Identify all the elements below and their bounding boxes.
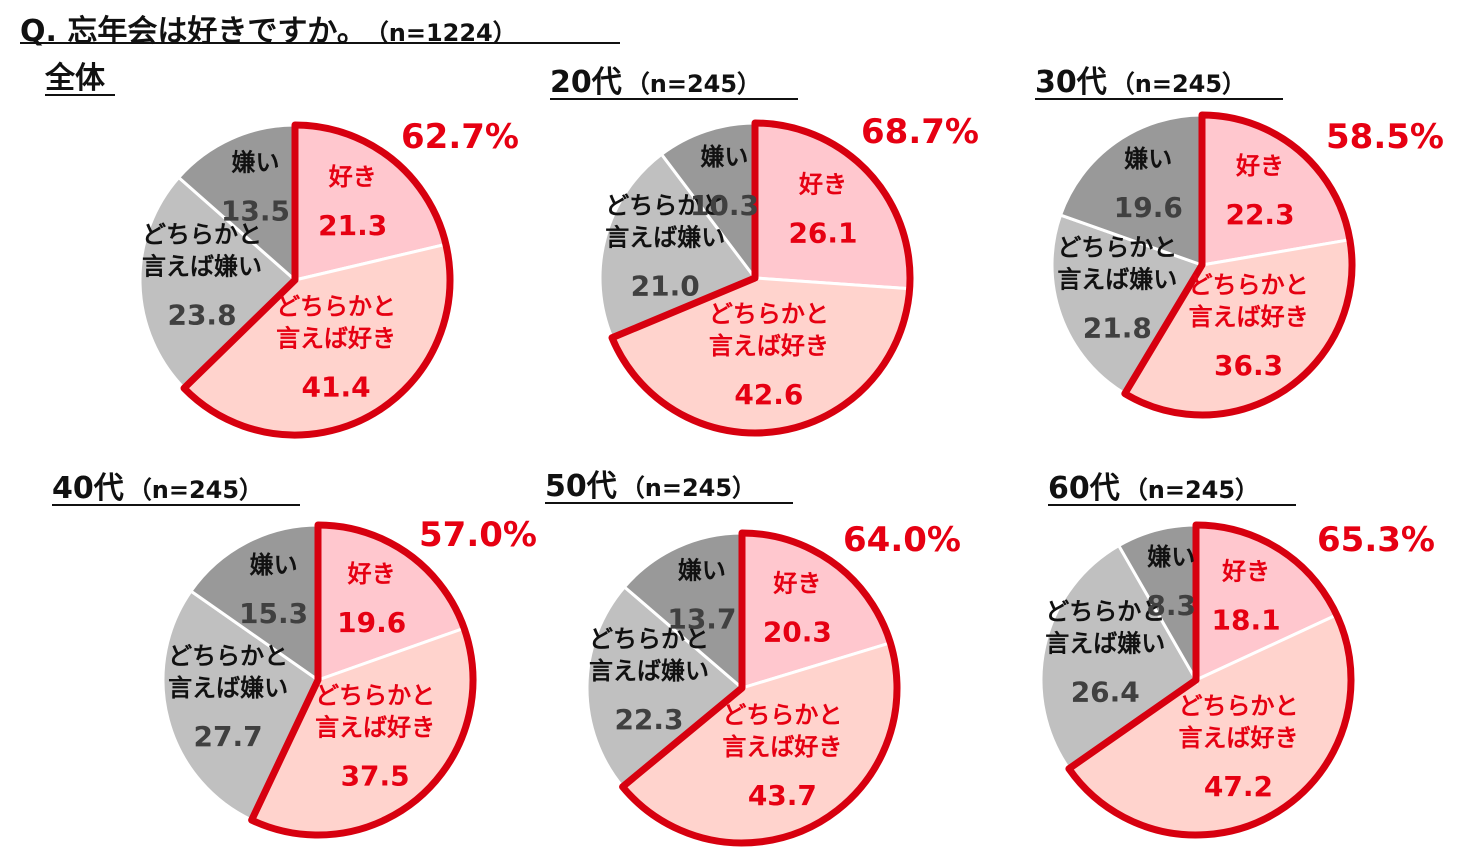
slice-label-somewhat-like: どちらかと言えば好き <box>276 293 396 353</box>
slice-label-somewhat-dislike: どちらかと言えば嫌い <box>605 192 725 252</box>
slice-label-like: 好き <box>798 171 847 199</box>
slice-value-dislike: 10.3 <box>690 189 759 222</box>
pie-slice-somewhat-dislike <box>138 175 298 391</box>
slice-value-like: 22.3 <box>1225 198 1294 231</box>
slice-value-somewhat-like: 42.6 <box>734 378 803 411</box>
chart-title-underline <box>545 502 793 504</box>
slice-value-somewhat-like: 37.5 <box>341 759 410 792</box>
slice-label-somewhat-dislike: どちらかと言えば嫌い <box>168 642 288 702</box>
pie-slice-somewhat-dislike <box>161 589 320 823</box>
chart-title: 全体 <box>44 61 106 96</box>
pie-slice-dislike <box>188 523 320 683</box>
slice-label-like: 好き <box>772 569 821 597</box>
slice-value-somewhat-dislike: 27.7 <box>194 720 263 753</box>
chart-title-underline <box>1035 98 1283 100</box>
slice-value-dislike: 8.3 <box>1146 589 1196 622</box>
chart-title: 50代 （n=245） <box>545 469 756 504</box>
slice-value-like: 18.1 <box>1212 604 1281 637</box>
like-group-outline <box>608 119 914 437</box>
like-group-outline <box>619 529 901 847</box>
slice-label-like: 好き <box>1221 558 1270 586</box>
chart-sample-size: （n=245） <box>621 474 756 502</box>
chart-title: 30代 （n=245） <box>1035 65 1246 100</box>
slice-label-somewhat-dislike: どちらかと言えば嫌い <box>142 220 262 280</box>
slice-value-dislike: 13.5 <box>221 194 290 227</box>
slice-label-like: 好き <box>347 560 396 588</box>
slice-label-somewhat-dislike: どちらかと言えば嫌い <box>1045 598 1165 658</box>
slice-label-dislike: 嫌い <box>1147 543 1195 571</box>
slice-label-somewhat-like: どちらかと言えば好き <box>1178 692 1298 752</box>
chart-sample-size: （n=245） <box>1111 70 1246 98</box>
pie-slice-somewhat-dislike <box>585 584 745 789</box>
like-group-outline <box>248 521 477 839</box>
slice-label-dislike: 嫌い <box>700 143 748 171</box>
like-total-percent: 57.0% <box>419 515 537 555</box>
chart-title-underline <box>550 98 798 100</box>
slice-value-somewhat-dislike: 23.8 <box>167 298 236 331</box>
slice-label-somewhat-dislike: どちらかと言えば嫌い <box>589 625 709 685</box>
slice-label-like: 好き <box>328 163 377 191</box>
slice-value-somewhat-dislike: 26.4 <box>1071 676 1140 709</box>
chart-sample-size: （n=245） <box>626 70 761 98</box>
slice-label-somewhat-like: どちらかと言えば好き <box>1189 271 1309 331</box>
slice-label-dislike: 嫌い <box>250 551 298 579</box>
slice-value-somewhat-like: 36.3 <box>1214 349 1283 382</box>
slice-value-somewhat-like: 47.2 <box>1204 770 1273 803</box>
slice-value-dislike: 13.7 <box>667 603 736 636</box>
pie-slice-dislike <box>1058 113 1204 268</box>
slice-value-like: 20.3 <box>763 615 832 648</box>
slice-label-dislike: 嫌い <box>1124 145 1172 173</box>
chart-title-underline <box>52 504 300 506</box>
chart-sample-size: （n=245） <box>128 476 263 504</box>
like-total-percent: 62.7% <box>401 117 519 157</box>
slice-value-somewhat-like: 43.7 <box>748 779 817 812</box>
slice-label-dislike: 嫌い <box>231 148 279 176</box>
slice-label-somewhat-like: どちらかと言えば好き <box>315 681 435 741</box>
slice-value-somewhat-dislike: 21.8 <box>1083 311 1152 344</box>
slice-label-dislike: 嫌い <box>678 557 726 585</box>
title-underline <box>20 42 620 44</box>
slice-value-like: 26.1 <box>788 217 857 250</box>
chart-title-underline <box>45 94 115 96</box>
pie-slice-somewhat-dislike <box>1050 213 1205 396</box>
slice-label-somewhat-like: どちらかと言えば好き <box>709 300 829 360</box>
slice-value-dislike: 19.6 <box>1114 191 1183 224</box>
like-group-outline <box>1121 111 1356 419</box>
slice-label-somewhat-like: どちらかと言えば好き <box>722 701 842 761</box>
like-total-percent: 64.0% <box>843 520 961 560</box>
like-group-outline <box>1065 521 1355 839</box>
chart-sample-size: （n=245） <box>1124 476 1259 504</box>
chart-title: 40代 （n=245） <box>52 471 263 506</box>
chart-title-underline <box>1048 504 1296 506</box>
slice-value-like: 19.6 <box>337 606 406 639</box>
slice-value-somewhat-dislike: 21.0 <box>631 270 700 303</box>
slice-value-like: 21.3 <box>318 209 387 242</box>
slice-label-like: 好き <box>1235 152 1284 180</box>
chart-title: 60代 （n=245） <box>1048 471 1259 506</box>
slice-label-somewhat-dislike: どちらかと言えば嫌い <box>1057 233 1177 293</box>
pie-slice-dislike <box>176 123 297 284</box>
slice-value-dislike: 15.3 <box>239 597 308 630</box>
like-total-percent: 58.5% <box>1326 117 1444 157</box>
pie-slice-dislike <box>622 531 744 692</box>
slice-value-somewhat-dislike: 22.3 <box>614 703 683 736</box>
slice-value-somewhat-like: 41.4 <box>302 371 371 404</box>
like-total-percent: 68.7% <box>861 112 979 152</box>
chart-title: 20代 （n=245） <box>550 65 761 100</box>
pie-slice-somewhat-dislike <box>1039 543 1198 771</box>
like-total-percent: 65.3% <box>1317 520 1435 560</box>
like-group-outline <box>180 121 454 439</box>
